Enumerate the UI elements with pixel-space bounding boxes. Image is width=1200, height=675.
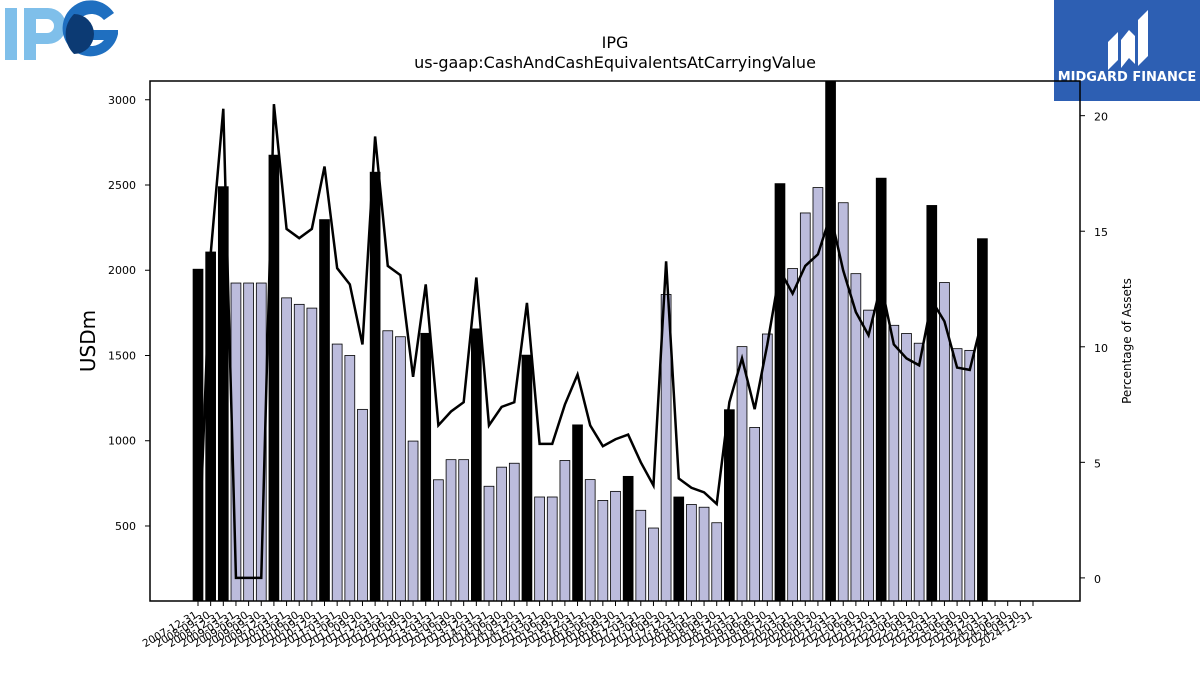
- brand-name: MIDGARD FINANCE: [1058, 70, 1197, 85]
- logo-i-stroke: [5, 8, 17, 60]
- bar-annual: [319, 219, 330, 602]
- bar-annual: [369, 171, 381, 602]
- bar-annual: [774, 183, 786, 602]
- bar-quarterly: [686, 504, 697, 602]
- y-axis-title: USDm: [76, 310, 100, 372]
- bar-quarterly: [635, 509, 647, 602]
- bar-quarterly: [433, 479, 444, 602]
- bar-quarterly: [913, 342, 925, 602]
- bar-quarterly: [901, 333, 912, 602]
- bar-quarterly: [736, 346, 748, 602]
- plot-area: 50010001500200025003000051015202007-12-3…: [108, 80, 1108, 650]
- y-tick-label: 2000: [108, 264, 136, 277]
- bar-quarterly: [508, 462, 520, 602]
- bar-quarterly: [458, 459, 470, 602]
- bar-quarterly: [293, 303, 305, 602]
- bar-quarterly: [648, 527, 659, 602]
- bar-annual: [825, 80, 836, 602]
- y-tick-label: 2500: [108, 179, 136, 192]
- bar-annual: [572, 424, 583, 602]
- logo-p-shape: [24, 8, 66, 60]
- bar-quarterly: [407, 440, 419, 602]
- pct-assets-line: [196, 103, 984, 580]
- y2-tick-label: 15: [1094, 226, 1108, 239]
- midgard-brand: MIDGARD FINANCE: [1054, 0, 1200, 101]
- bar-quarterly: [863, 309, 874, 602]
- bar-quarterly: [698, 506, 710, 602]
- logo-overlap-shape: [65, 14, 94, 54]
- chart-title: IPG: [602, 33, 629, 52]
- bar-annual: [926, 205, 938, 602]
- bar-quarterly: [964, 349, 976, 602]
- bar-annual: [205, 251, 216, 602]
- bar-quarterly: [597, 500, 609, 602]
- bar-quarterly: [749, 427, 760, 602]
- y2-tick-label: 0: [1094, 573, 1101, 586]
- bar-quarterly: [243, 282, 254, 602]
- y2-tick-label: 5: [1094, 457, 1101, 470]
- y-tick-label: 3000: [108, 94, 136, 107]
- y2-tick-label: 10: [1094, 342, 1108, 355]
- bar-quarterly: [850, 273, 862, 602]
- bar-quarterly: [951, 348, 963, 602]
- bar-annual: [875, 177, 887, 602]
- bar-quarterly: [445, 459, 457, 602]
- bar-annual: [977, 238, 988, 602]
- ipg-logo: [5, 0, 118, 60]
- bar-annual: [622, 475, 634, 602]
- y-tick-label: 500: [115, 520, 136, 533]
- y2-tick-label: 20: [1094, 111, 1108, 124]
- y-tick-label: 1500: [108, 349, 136, 362]
- bar-quarterly: [395, 336, 406, 602]
- bar-quarterly: [761, 333, 773, 602]
- bar-annual: [470, 328, 482, 602]
- bar-quarterly: [888, 324, 900, 602]
- bar-quarterly: [711, 522, 723, 602]
- plot-frame: [149, 80, 1081, 602]
- bar-quarterly: [382, 330, 394, 602]
- chart-subtitle: us-gaap:CashAndCashEquivalentsAtCarrying…: [414, 53, 816, 72]
- bar-quarterly: [483, 485, 495, 602]
- bar-quarterly: [357, 408, 368, 602]
- bar-quarterly: [812, 187, 824, 602]
- y2-axis-title: Percentage of Assets: [1120, 278, 1134, 404]
- brand-mark-icon: [1108, 10, 1148, 70]
- bar-annual: [420, 332, 432, 602]
- bar-quarterly: [306, 307, 318, 602]
- bar-quarterly: [610, 490, 621, 602]
- bar-quarterly: [496, 466, 507, 602]
- bar-quarterly: [559, 460, 571, 602]
- bar-annual: [521, 354, 533, 602]
- y-tick-label: 1000: [108, 435, 136, 448]
- bar-quarterly: [787, 268, 798, 602]
- bar-quarterly: [331, 343, 343, 602]
- bar-quarterly: [534, 496, 545, 602]
- bar-quarterly: [281, 297, 292, 602]
- bar-quarterly: [584, 479, 596, 602]
- bar-quarterly: [344, 355, 356, 602]
- bar-annual: [673, 496, 685, 602]
- bar-quarterly: [546, 496, 558, 602]
- bar-quarterly: [837, 202, 849, 602]
